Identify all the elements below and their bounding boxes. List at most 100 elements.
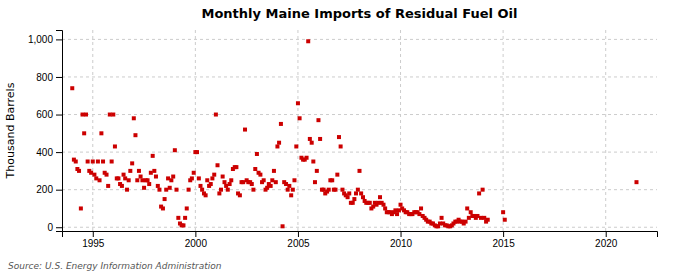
tick-label: 1,000	[28, 34, 53, 45]
point	[216, 163, 220, 167]
point	[205, 178, 209, 182]
point	[399, 203, 403, 207]
point	[149, 171, 153, 175]
point	[171, 175, 175, 179]
point	[133, 133, 137, 137]
point	[335, 173, 339, 177]
point	[475, 214, 479, 218]
point	[92, 173, 96, 177]
point	[361, 195, 365, 199]
grid-line	[503, 30, 504, 231]
point	[174, 188, 178, 192]
point	[123, 176, 127, 180]
tick-mark	[56, 152, 62, 153]
point	[277, 141, 281, 145]
point	[337, 135, 341, 139]
tick-label: 200	[36, 184, 53, 195]
point	[419, 206, 423, 210]
point	[469, 210, 473, 214]
point	[96, 159, 100, 163]
axis-line	[56, 31, 63, 232]
point	[275, 144, 279, 148]
point	[481, 188, 485, 192]
tick-mark	[56, 77, 62, 78]
tick-label: 0	[47, 222, 53, 233]
point	[234, 165, 238, 169]
point	[269, 184, 273, 188]
point	[195, 150, 199, 154]
grid-line	[605, 30, 606, 231]
point	[347, 191, 351, 195]
tick-mark	[606, 231, 607, 237]
tick-label: 2020	[595, 238, 618, 249]
point	[346, 195, 350, 199]
point	[258, 173, 262, 177]
point	[298, 116, 302, 120]
point	[296, 101, 300, 105]
point	[486, 218, 490, 222]
point	[262, 178, 266, 182]
x-axis: 199520002005201020152020	[63, 231, 658, 249]
point	[305, 156, 309, 160]
grid-line	[195, 30, 196, 231]
point	[315, 169, 319, 173]
point	[108, 113, 112, 117]
point	[272, 169, 276, 173]
point	[333, 188, 337, 192]
point	[311, 159, 315, 163]
tick: 2000	[185, 231, 208, 249]
point	[204, 193, 208, 197]
point	[382, 203, 386, 207]
annotation: Source: U.S. Energy Information Administ…	[8, 261, 222, 271]
point	[120, 184, 124, 188]
point	[286, 188, 290, 192]
point	[316, 118, 320, 122]
point	[113, 144, 117, 148]
point	[70, 86, 74, 90]
tick-label: 2005	[287, 238, 310, 249]
point	[91, 159, 95, 163]
tick: 200	[36, 184, 62, 195]
point	[210, 176, 214, 180]
grid-line	[62, 227, 657, 228]
point	[106, 184, 110, 188]
point	[356, 188, 360, 192]
tick: 0	[47, 222, 62, 233]
axis-line	[63, 232, 658, 238]
point	[190, 176, 194, 180]
point	[238, 193, 242, 197]
point	[310, 141, 314, 145]
point	[501, 210, 505, 214]
point	[187, 188, 191, 192]
point	[368, 201, 372, 205]
point	[279, 122, 283, 126]
point	[181, 223, 185, 227]
point	[503, 218, 507, 222]
tick-mark	[298, 231, 299, 237]
point	[395, 212, 399, 216]
points	[70, 39, 638, 228]
point	[482, 216, 486, 220]
point	[250, 182, 254, 186]
point	[330, 178, 334, 182]
point	[354, 191, 358, 195]
point	[209, 182, 213, 186]
point	[224, 184, 228, 188]
point	[464, 220, 468, 224]
point	[152, 169, 156, 173]
point	[161, 206, 165, 210]
tick-mark	[56, 190, 62, 191]
point	[214, 113, 218, 117]
point	[99, 131, 103, 135]
point	[327, 188, 331, 192]
tick: 400	[36, 147, 62, 158]
point	[243, 128, 247, 132]
point	[130, 161, 134, 165]
point	[164, 188, 168, 192]
tick: 1,000	[28, 34, 62, 45]
point	[142, 186, 146, 190]
point	[281, 224, 285, 228]
point	[634, 180, 638, 184]
point	[132, 116, 136, 120]
point	[154, 175, 158, 179]
